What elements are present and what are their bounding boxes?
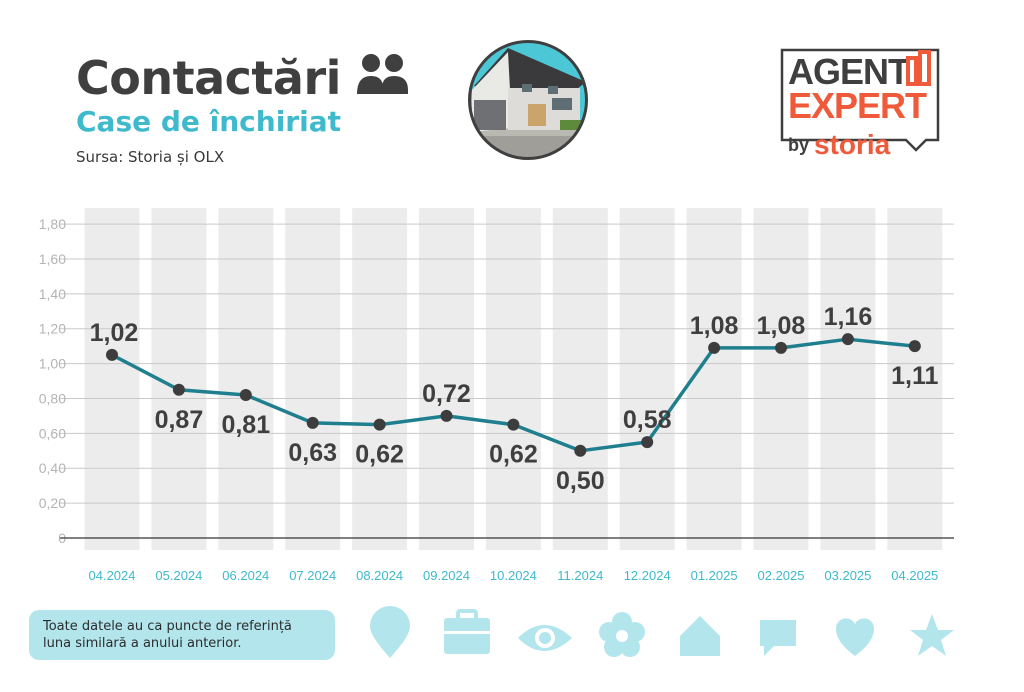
house-photo xyxy=(468,40,588,160)
data-point xyxy=(908,340,921,353)
column-band xyxy=(285,208,341,550)
data-point xyxy=(708,341,721,354)
x-tick-label: 01.2025 xyxy=(691,568,738,583)
x-tick-label: 11.2024 xyxy=(557,568,603,583)
data-label: 0,62 xyxy=(489,441,538,469)
column-band xyxy=(552,208,608,550)
data-point xyxy=(239,388,252,401)
column-band xyxy=(887,208,943,550)
x-tick-label: 02.2025 xyxy=(758,568,805,583)
icon-row xyxy=(370,606,954,658)
svg-text:storia: storia xyxy=(814,129,891,160)
source-text: Sursa: Storia și OLX xyxy=(76,148,225,166)
data-point xyxy=(373,418,386,431)
data-label: 1,11 xyxy=(891,362,938,390)
data-label: 0,62 xyxy=(355,441,404,469)
x-tick-label: 09.2024 xyxy=(423,568,470,583)
data-point xyxy=(172,383,185,396)
x-tick-label: 12.2024 xyxy=(624,568,671,583)
data-label: 0,50 xyxy=(556,467,605,495)
data-point xyxy=(440,409,453,422)
y-tick-label: 0,40 xyxy=(39,460,66,476)
x-tick-label: 10.2024 xyxy=(490,568,537,583)
data-label: 1,16 xyxy=(824,303,873,331)
x-tick-label: 04.2024 xyxy=(89,568,136,583)
data-label: 1,08 xyxy=(757,312,806,340)
chat-bubble-icon xyxy=(760,620,796,656)
x-tick-label: 03.2025 xyxy=(824,568,871,583)
data-label: 0,58 xyxy=(623,406,672,434)
y-tick-label: 0,60 xyxy=(39,425,66,441)
data-point xyxy=(507,418,520,431)
column-band xyxy=(419,208,474,550)
column-band xyxy=(753,208,809,550)
eye-icon xyxy=(518,625,572,651)
column-band xyxy=(485,208,541,550)
y-tick-label: 1,00 xyxy=(39,356,66,372)
x-tick-label: 06.2024 xyxy=(222,568,269,583)
column-band xyxy=(218,208,274,550)
page-title: Contactări xyxy=(76,51,341,105)
svg-text:AGENT: AGENT xyxy=(788,51,910,92)
people-icon xyxy=(357,54,408,94)
data-point xyxy=(574,444,587,457)
data-label: 0,81 xyxy=(221,411,270,439)
heart-icon xyxy=(836,618,874,656)
data-label: 1,02 xyxy=(90,319,139,347)
star-icon xyxy=(910,614,954,656)
page-subtitle: Case de închiriat xyxy=(76,105,341,138)
data-point xyxy=(306,416,319,429)
y-tick-label: 1,20 xyxy=(39,321,66,337)
column-band xyxy=(820,208,876,550)
column-band xyxy=(619,208,675,550)
data-label: 0,63 xyxy=(288,439,337,467)
column-band xyxy=(84,208,140,550)
map-pin-icon xyxy=(370,606,410,658)
data-point xyxy=(775,341,787,354)
x-tick-label: 08.2024 xyxy=(356,568,403,583)
y-tick-label: 1,60 xyxy=(39,251,66,267)
home-icon xyxy=(680,616,720,656)
line-chart: 00,200,400,600,801,001,201,401,601,8004.… xyxy=(39,208,954,583)
y-tick-label: 0,80 xyxy=(39,390,66,406)
column-band xyxy=(686,208,742,550)
column-band xyxy=(352,208,408,550)
flower-icon xyxy=(599,612,645,657)
data-point xyxy=(641,436,654,449)
data-point xyxy=(106,348,118,361)
x-tick-label: 05.2024 xyxy=(155,568,202,583)
agent-expert-logo: AGENT EXPERT by storia xyxy=(780,48,940,160)
data-point xyxy=(841,333,854,346)
data-label: 1,08 xyxy=(690,312,739,340)
x-tick-label: 07.2024 xyxy=(289,568,336,583)
svg-text:by: by xyxy=(788,135,809,155)
briefcase-icon xyxy=(444,609,490,654)
y-tick-label: 1,40 xyxy=(39,286,66,302)
y-tick-label: 1,80 xyxy=(39,216,66,232)
x-tick-label: 04.2025 xyxy=(891,568,938,583)
y-tick-label: 0,20 xyxy=(39,495,66,511)
data-label: 0,72 xyxy=(422,380,471,408)
svg-text:EXPERT: EXPERT xyxy=(788,85,927,126)
data-label: 0,87 xyxy=(155,406,204,434)
reference-note: Toate datele au ca puncte de referință l… xyxy=(29,610,335,660)
